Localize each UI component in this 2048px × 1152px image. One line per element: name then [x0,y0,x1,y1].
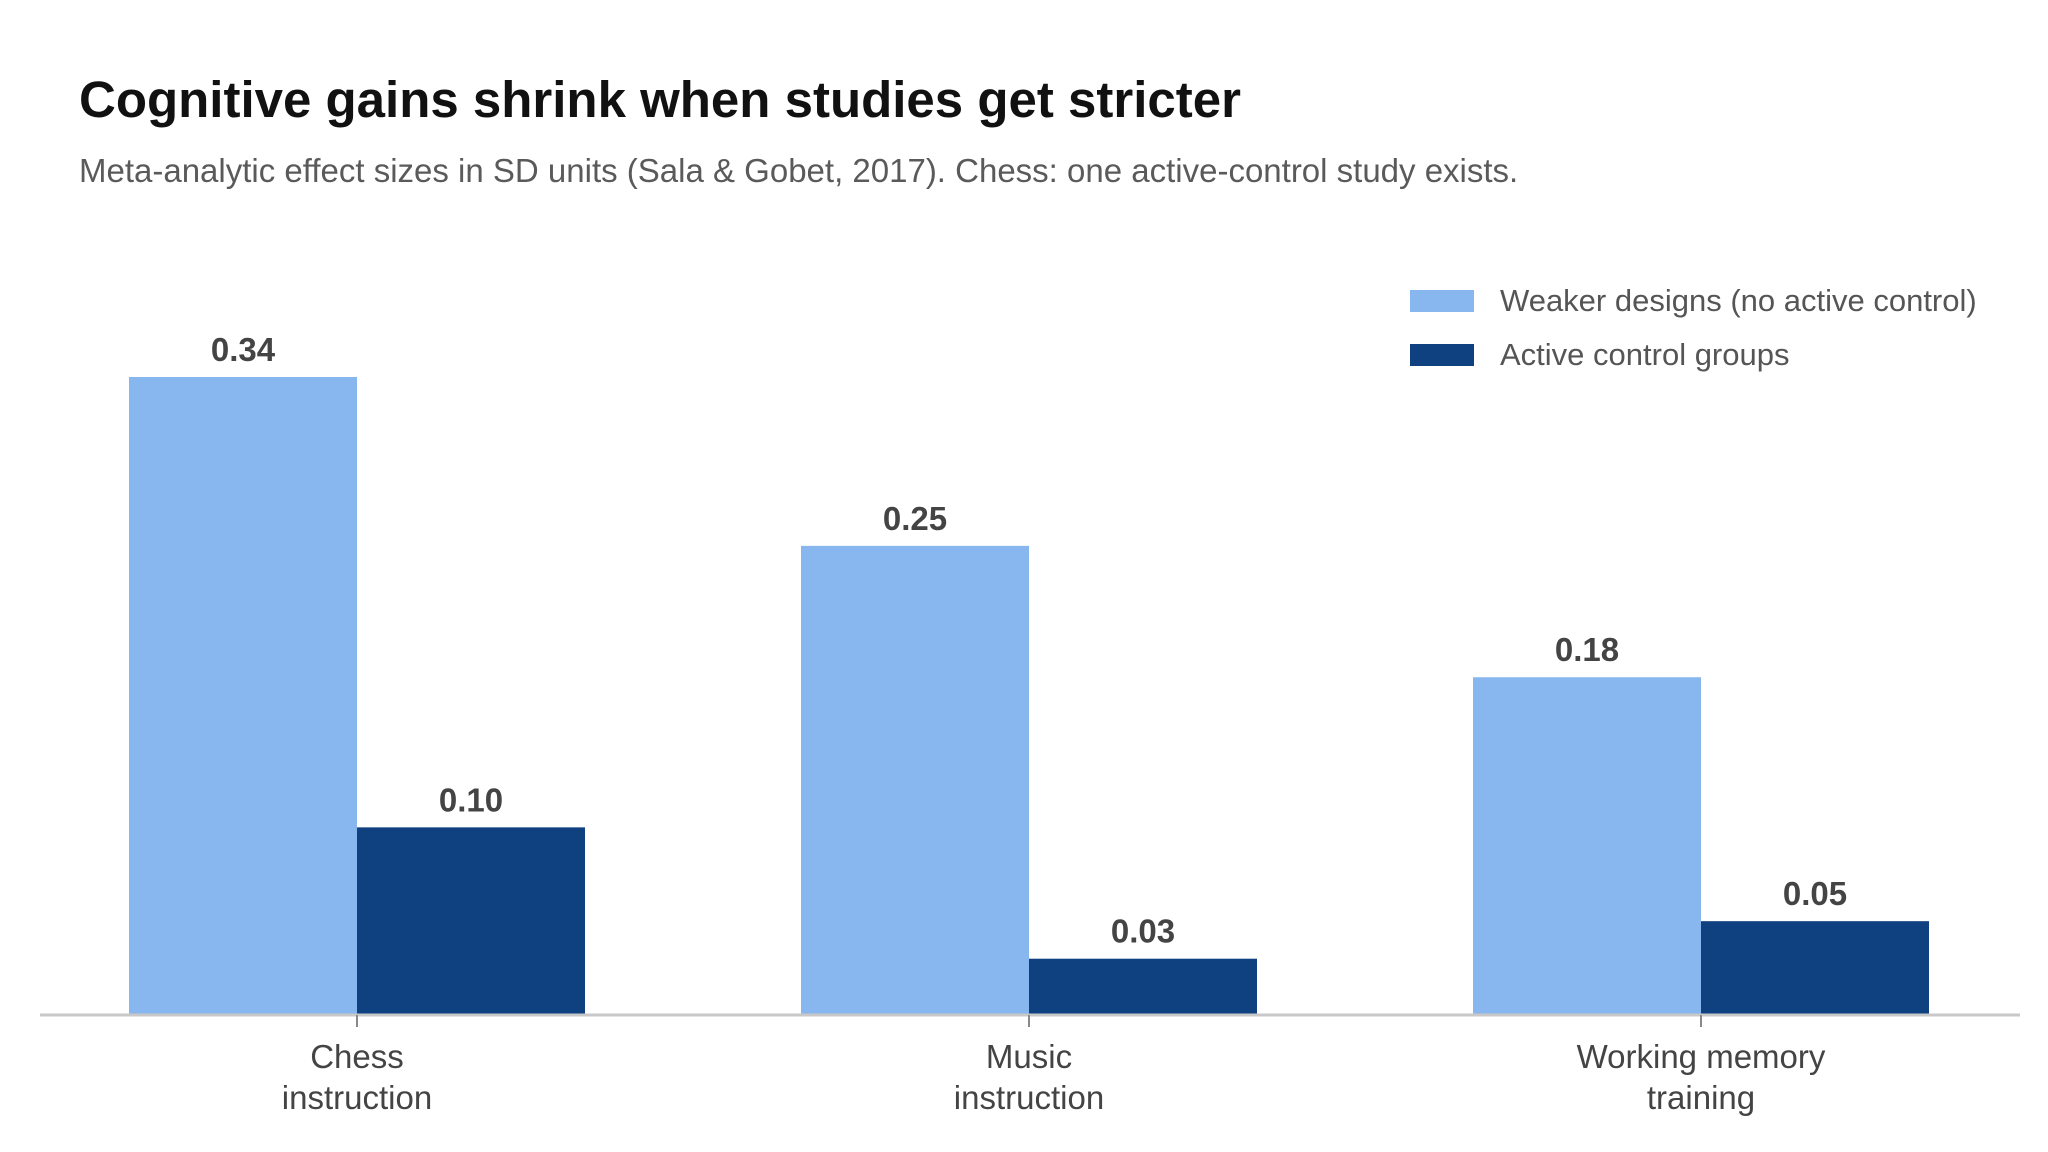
chart-title: Cognitive gains shrink when studies get … [79,71,1241,128]
bars-group [129,377,1929,1015]
x-axis-ticks [356,1015,1702,1027]
value-label: 0.10 [439,781,503,818]
value-label: 0.03 [1111,913,1175,950]
legend-swatch-weaker [1410,290,1474,312]
category-label: Music instruction [954,1038,1104,1116]
value-label: 0.25 [883,500,947,537]
legend-label-active: Active control groups [1500,337,1789,372]
legend-label-weaker: Weaker designs (no active control) [1500,283,1977,318]
category-labels-group: Chess instruction Music instruction Working … [282,1038,1826,1116]
legend: Weaker designs (no active control) Active… [1410,283,1977,372]
value-labels-group: 0.34 0.10 0.25 0.03 0.18 0.05 [211,331,1847,950]
chart-subtitle: Meta-analytic effect sizes in SD units (… [79,152,1519,189]
bar-active-1 [1029,958,1257,1015]
value-label: 0.18 [1555,631,1619,668]
bar-weaker-1 [801,545,1029,1015]
bar-weaker-2 [1473,677,1701,1015]
bar-weaker-0 [129,377,357,1015]
category-label: Working memory training [1577,1038,1826,1116]
value-label: 0.05 [1783,875,1847,912]
bar-active-0 [357,827,585,1015]
bar-active-2 [1701,921,1929,1015]
legend-swatch-active [1410,344,1474,366]
category-label: Chess instruction [282,1038,432,1116]
value-label: 0.34 [211,331,276,368]
